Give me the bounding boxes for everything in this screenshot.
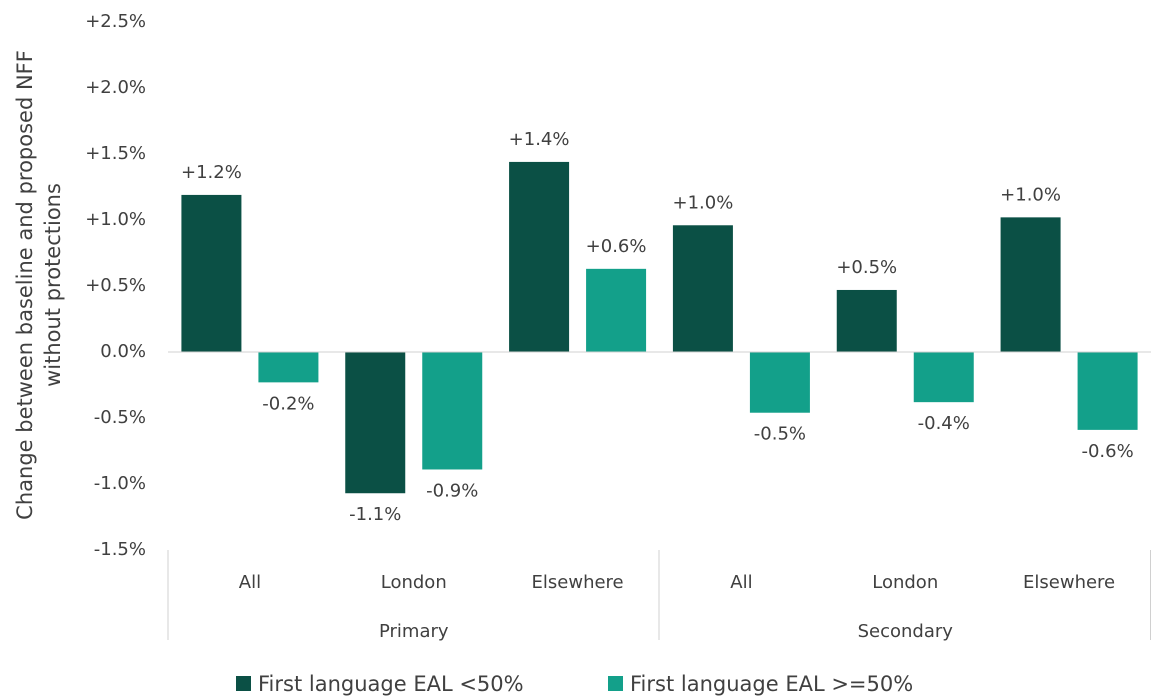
bar xyxy=(509,161,570,352)
y-axis-title: Change between baseline and proposed NFF… xyxy=(13,50,65,520)
bar xyxy=(345,352,406,494)
data-label: +1.2% xyxy=(181,162,242,183)
y-tick-label: +1.0% xyxy=(85,209,146,230)
x-tick-label: London xyxy=(872,572,938,593)
x-tick-label: Elsewhere xyxy=(1023,572,1115,593)
bar xyxy=(1000,217,1061,352)
bar xyxy=(422,352,483,470)
bar xyxy=(672,225,733,352)
x-tick-label: Elsewhere xyxy=(532,572,624,593)
data-label: +1.0% xyxy=(1000,184,1061,205)
x-tick-label: London xyxy=(381,572,447,593)
legend-swatch xyxy=(608,676,623,691)
y-axis-title-line: Change between baseline and proposed NFF xyxy=(13,50,37,520)
y-tick-label: -1.0% xyxy=(94,473,146,494)
y-tick-label: -0.5% xyxy=(94,407,146,428)
data-label: -0.4% xyxy=(918,413,970,434)
data-label: -1.1% xyxy=(349,504,401,525)
data-label: -0.6% xyxy=(1081,441,1133,462)
data-label: +0.5% xyxy=(836,257,897,278)
data-label: +1.0% xyxy=(673,192,734,213)
bar xyxy=(258,352,319,383)
bar xyxy=(1077,352,1138,430)
y-tick-label: +1.5% xyxy=(85,143,146,164)
legend-label: First language EAL >=50% xyxy=(630,672,913,696)
data-label: -0.5% xyxy=(754,424,806,445)
data-label: -0.9% xyxy=(426,480,478,501)
data-label: +1.4% xyxy=(509,129,570,150)
legend-label: First language EAL <50% xyxy=(258,672,524,696)
y-tick-label: +0.5% xyxy=(85,275,146,296)
y-tick-label: +2.0% xyxy=(85,77,146,98)
data-label: -0.2% xyxy=(262,393,314,414)
bar xyxy=(913,352,974,403)
data-label: +0.6% xyxy=(586,236,647,257)
y-axis-title-line: without protections xyxy=(41,183,65,387)
group-label: Primary xyxy=(379,621,449,642)
legend-swatch xyxy=(236,676,251,691)
x-tick-label: All xyxy=(730,572,752,593)
bar xyxy=(749,352,810,413)
bar xyxy=(181,194,242,352)
bar xyxy=(586,268,647,352)
x-tick-label: All xyxy=(239,572,261,593)
group-label: Secondary xyxy=(858,621,954,642)
y-tick-label: 0.0% xyxy=(100,341,146,362)
y-tick-label: -1.5% xyxy=(94,539,146,560)
y-tick-label: +2.5% xyxy=(85,11,146,32)
bar xyxy=(836,289,897,352)
